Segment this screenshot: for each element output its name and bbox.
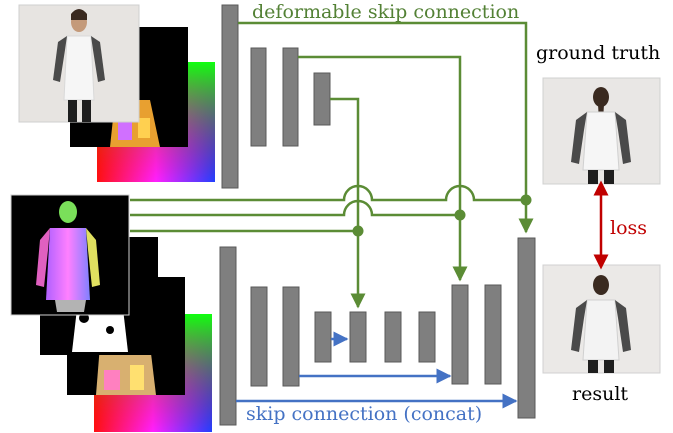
gen-block-5 [349,311,367,363]
deformable-skip-2 [298,55,468,282]
ground-truth-image [542,77,661,185]
gen-block-10 [517,237,536,419]
generator-blocks [219,237,536,426]
ground-truth-label: ground truth [536,42,661,64]
gen-block-9 [484,284,502,385]
source-person-photo [18,4,140,123]
encoder-block-2 [250,47,267,147]
deformable-skip-3 [330,97,366,309]
junction-3 [352,225,364,237]
result-label: result [572,383,629,405]
loss-label: loss [610,217,648,239]
junction-2 [454,209,466,221]
pose-line-2 [130,199,460,217]
deformable-skip-label: deformable skip connection [252,1,520,23]
gen-block-3 [282,286,300,387]
gen-block-6 [384,311,402,363]
encoder-blocks [221,4,331,189]
source-input-stack [18,4,215,182]
junction-1 [520,194,532,206]
gen-block-1 [219,246,237,426]
concat-skip-connections [236,331,518,409]
encoder-block-3 [282,47,299,147]
gen-block-8 [451,284,469,385]
skip-concat-label: skip connection (concat) [246,403,483,425]
result-image [542,264,661,374]
gen-block-2 [250,286,268,387]
gen-block-7 [418,311,436,363]
pose-line-1 [130,184,526,202]
gen-block-4 [314,311,332,363]
target-input-stack [10,194,212,432]
deformable-skip-connections [130,21,534,309]
deformable-skip-1 [238,21,534,234]
target-pose-densepose [10,194,130,316]
encoder-block-4 [313,72,331,126]
encoder-block-1 [221,4,239,189]
